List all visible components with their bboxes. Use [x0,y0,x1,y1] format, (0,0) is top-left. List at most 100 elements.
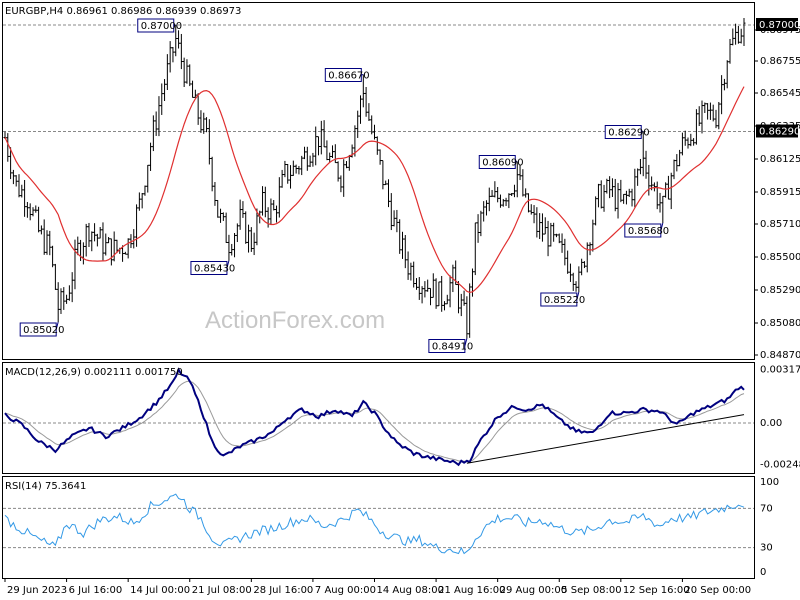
moving-average-line [4,86,745,294]
ohlc-bar [742,17,746,47]
ohlc-bar [490,189,494,197]
ohlc-bar [398,219,402,254]
ohlc-bar [325,140,329,161]
swing-label-text: 0.84910 [432,342,473,353]
watermark: ActionForex.com [205,307,385,334]
ohlc-bar [543,217,547,235]
ohlc-bar [244,211,248,244]
ohlc-bar [493,181,497,198]
ohlc-bar [235,223,239,243]
ohlc-bar [524,188,528,198]
x-tick-label: 7 Aug 00:00 [315,585,376,596]
x-tick-label: 12 Sep 16:00 [623,585,690,596]
ohlc-bar [666,175,670,200]
ohlc-bar [426,279,430,292]
rsi-tick-label: 0 [760,567,766,578]
ohlc-bar [272,200,276,211]
ohlc-bar [202,112,206,134]
ohlc-bar [319,120,323,155]
price-tick-label: 0.85290 [760,285,800,296]
swing-label-text: 0.87000 [141,21,182,32]
ohlc-bar [535,207,539,238]
price-tick-label: 0.84870 [760,350,800,361]
ohlc-bar [367,103,371,121]
ohlc-bar [661,195,665,223]
ohlc-bar [364,86,368,117]
swing-label: 0.85220 [540,291,585,307]
ohlc-bar [20,184,24,198]
ohlc-bar [165,54,169,90]
rsi-tick-label: 70 [760,503,773,514]
swing-label-box [478,155,516,169]
ohlc-bar [375,136,379,155]
ohlc-bar [389,193,393,231]
ohlc-bar [624,190,628,205]
ohlc-bar [137,192,141,211]
price-tick-label: 0.86755 [760,56,800,67]
ohlc-bar [216,199,220,218]
ohlc-bar [445,294,449,305]
ohlc-bar [692,138,696,146]
ohlc-bar [356,110,360,138]
ohlc-bar [412,261,416,288]
ohlc-bar [98,227,102,239]
macd-tick-label: -0.002482 [760,460,800,471]
ohlc-bar [384,180,388,186]
ohlc-bar [602,184,606,212]
ohlc-bar [25,201,29,218]
swing-label-box [604,125,642,139]
ohlc-bar [149,142,153,171]
ohlc-bar [392,210,396,227]
ohlc-bar [566,250,570,274]
ohlc-bar [580,258,584,276]
ohlc-bar [526,193,530,213]
ohlc-bar [694,109,698,145]
ohlc-bar [636,168,640,186]
ohlc-bar [596,183,600,208]
price-axis-tag-bg [756,124,798,138]
ohlc-bar [706,103,710,120]
swing-label-text: 0.85020 [23,325,64,336]
ohlc-bar [219,208,223,223]
ohlc-bar [518,164,522,181]
ohlc-bar [353,125,357,157]
ohlc-bar [322,120,326,148]
ohlc-bar [140,192,144,209]
ohlc-bar [594,196,598,226]
ohlc-bar [210,156,214,192]
ohlc-bar [381,160,385,190]
ohlc-bar [34,205,38,213]
ohlc-bar [188,64,192,87]
ohlc-bar [669,172,673,210]
ohlc-bar [221,212,225,221]
ohlc-bar [720,75,724,115]
swing-label-text: 0.86670 [328,71,369,82]
swing-label: 0.84910 [428,338,473,353]
ohlc-bar [45,230,49,255]
ohlc-bar [417,277,421,300]
swing-label-box [540,292,578,307]
ohlc-bar [56,282,60,322]
ohlc-bar [675,154,679,172]
last-price-tag: 0.87000 [759,20,800,31]
ohlc-bar [185,59,189,84]
ohlc-bar [487,187,491,212]
ohlc-bar [101,222,105,261]
ohlc-bar [53,263,57,290]
ohlc-bar [440,275,444,312]
ohlc-bar [658,192,662,213]
ohlc-bar [484,200,488,216]
ohlc-bar [76,236,80,256]
ohlc-bar [23,180,27,217]
ohlc-bar [664,182,668,198]
ohlc-bar [207,119,211,165]
price-tick-label: 0.85710 [760,219,800,230]
ohlc-bar [622,193,626,204]
ohlc-bar [14,175,18,187]
ohlc-bar [563,238,567,266]
ohlc-bar [132,229,136,249]
ohlc-bar [683,130,687,146]
ohlc-bar [448,275,452,308]
ohlc-bar [434,278,438,309]
